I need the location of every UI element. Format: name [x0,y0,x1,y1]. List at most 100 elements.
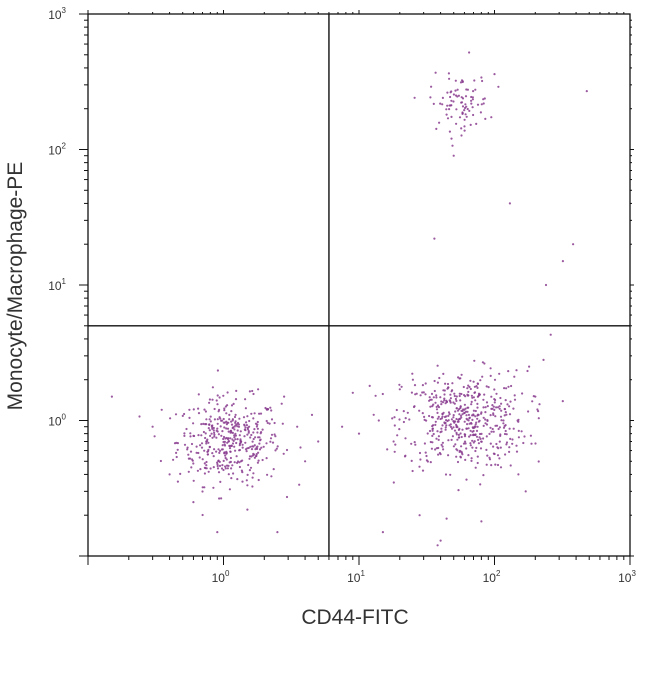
data-point [500,402,503,405]
data-point [231,431,234,434]
data-point [471,106,474,109]
data-point [410,459,413,462]
data-point [483,393,486,396]
data-point [201,490,204,493]
data-point [490,395,493,398]
data-point [190,442,194,446]
data-point [482,416,485,419]
data-point [431,434,434,437]
data-point [244,407,247,410]
data-point [497,427,500,431]
data-point [218,416,221,419]
data-point [217,448,220,451]
data-point [260,446,263,449]
data-point [254,436,257,439]
data-point [393,416,396,419]
data-point [463,125,466,128]
data-point [234,421,237,424]
data-point [435,396,438,399]
data-point [256,420,259,424]
data-point [493,401,496,404]
data-point [421,412,424,415]
data-point [517,436,521,439]
data-point [218,449,222,452]
data-point [436,381,439,384]
data-point [413,441,416,444]
data-point [421,391,424,394]
data-point [470,95,473,99]
data-point [458,413,461,416]
data-point [421,469,425,472]
data-point [257,436,260,439]
data-point [490,116,493,119]
data-point [207,427,210,430]
data-point [228,461,231,464]
data-point [438,121,441,124]
data-point [441,401,445,404]
data-point [251,476,254,479]
data-point [411,469,414,473]
data-point [424,451,427,454]
data-point [461,105,465,108]
data-point [520,430,523,433]
data-point [192,479,195,482]
data-point [456,449,459,452]
data-point [468,422,471,425]
data-point [221,464,224,467]
data-point [280,402,283,405]
data-point [447,411,451,414]
data-point [428,399,431,402]
data-point [443,399,446,402]
data-point [458,417,461,421]
data-point [475,435,479,438]
data-point [447,439,450,442]
data-point [441,441,444,444]
data-point [408,418,411,421]
data-point [223,451,226,454]
data-point [443,397,446,400]
x-tick-label: 103 [618,569,636,585]
data-point [216,461,219,464]
data-point [475,446,478,449]
x-tick-label: 100 [212,569,230,585]
data-point [503,407,506,411]
data-point [230,423,234,426]
data-point [452,100,455,103]
data-point [215,429,218,432]
data-point [423,418,426,421]
data-point [448,399,451,402]
data-point [222,435,226,439]
data-point [175,455,178,459]
data-point [224,405,227,408]
data-point [440,427,443,430]
data-point [476,386,479,389]
data-point [466,107,469,111]
data-point [429,405,432,408]
data-point [229,444,232,448]
data-point [237,425,241,428]
data-point [235,389,238,392]
data-point [221,448,224,451]
plot-frame [87,13,631,557]
data-point [271,441,275,444]
data-point [281,422,284,425]
data-point [436,544,439,547]
data-point [253,444,256,447]
data-point [226,427,230,430]
data-point [153,435,156,438]
data-point [203,408,206,411]
data-point [199,468,202,471]
data-point [467,419,470,422]
data-point [435,408,439,411]
data-point [471,439,474,442]
data-point [527,410,530,413]
data-point [459,405,462,408]
data-point [489,426,492,429]
data-point [256,431,259,434]
data-point [434,420,437,423]
data-point [448,104,451,107]
data-point [442,372,445,375]
data-point [490,464,493,467]
data-point [461,97,465,100]
data-point [509,437,512,440]
